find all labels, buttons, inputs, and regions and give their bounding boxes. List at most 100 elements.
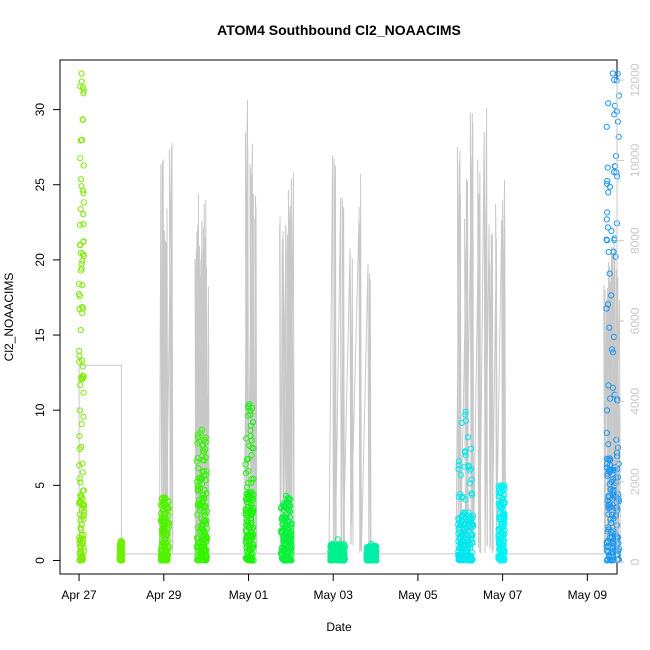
data-point xyxy=(455,462,462,469)
x-tick-label: Apr 27 xyxy=(61,588,97,602)
data-point xyxy=(76,511,83,518)
altitude-trace-flight-6 xyxy=(373,107,508,555)
data-point xyxy=(604,209,611,216)
data-point xyxy=(244,534,251,541)
data-point xyxy=(335,544,342,551)
x-tick-label: May 05 xyxy=(398,588,438,602)
data-point xyxy=(164,519,171,526)
data-point xyxy=(605,524,612,531)
data-point xyxy=(247,411,254,418)
data-point xyxy=(282,533,289,540)
data-point xyxy=(604,164,611,171)
data-point xyxy=(339,552,346,559)
data-point xyxy=(248,488,255,495)
data-point xyxy=(339,549,346,556)
data-point xyxy=(202,538,209,546)
series-flight-may01 xyxy=(242,401,257,564)
data-point xyxy=(250,544,257,551)
data-point xyxy=(76,462,83,469)
data-point xyxy=(247,556,254,563)
data-point xyxy=(200,521,207,529)
data-point xyxy=(165,545,172,552)
data-point xyxy=(202,552,209,559)
data-point xyxy=(459,544,466,551)
data-point xyxy=(160,527,167,534)
data-point xyxy=(250,542,257,549)
data-point xyxy=(247,407,254,414)
data-point xyxy=(500,541,507,548)
data-point xyxy=(194,502,201,509)
data-point xyxy=(200,533,207,540)
data-point xyxy=(464,434,471,441)
data-point xyxy=(80,487,87,494)
data-point xyxy=(496,490,504,497)
data-point xyxy=(245,467,252,475)
data-point xyxy=(79,282,86,289)
data-point xyxy=(196,555,203,563)
data-point xyxy=(468,476,475,483)
data-point xyxy=(79,357,86,364)
data-point xyxy=(615,460,622,467)
y2-tick-label: 4000 xyxy=(628,388,642,415)
data-point xyxy=(248,452,255,459)
data-point xyxy=(329,540,336,548)
data-point xyxy=(80,413,87,420)
data-point xyxy=(194,483,201,490)
data-point xyxy=(613,169,620,176)
data-point xyxy=(158,516,165,523)
data-point xyxy=(196,438,203,445)
data-point xyxy=(608,528,615,536)
data-point xyxy=(196,496,203,503)
chart-title: ATOM4 Southbound Cl2_NOAACIMS xyxy=(217,22,461,38)
data-point xyxy=(605,548,612,555)
data-point xyxy=(604,224,612,231)
data-point xyxy=(159,513,166,520)
altitude-trace-flight-1 xyxy=(121,143,174,555)
data-point xyxy=(79,469,86,476)
data-point xyxy=(76,352,83,359)
data-point xyxy=(245,455,252,462)
data-point xyxy=(605,382,612,389)
data-point xyxy=(245,496,253,503)
data-point xyxy=(608,478,615,485)
data-point xyxy=(160,523,167,530)
data-point xyxy=(496,532,503,540)
data-point xyxy=(612,504,619,512)
y-tick-label: 15 xyxy=(33,328,47,342)
data-points-layer xyxy=(76,70,623,564)
data-point xyxy=(77,553,84,560)
data-point xyxy=(607,516,614,523)
data-point xyxy=(250,524,257,531)
data-point xyxy=(119,550,126,557)
x-tick-label: May 07 xyxy=(483,588,523,602)
series-flight-apr30 xyxy=(193,426,210,564)
data-point xyxy=(76,281,83,288)
data-point xyxy=(613,436,620,443)
data-point xyxy=(611,102,619,109)
data-point xyxy=(80,162,87,169)
data-point xyxy=(459,493,466,501)
y2-tick-label: 10000 xyxy=(628,143,642,177)
data-point xyxy=(159,543,166,550)
x-tick-label: May 03 xyxy=(314,588,354,602)
data-point xyxy=(246,442,253,449)
data-point xyxy=(467,557,474,564)
data-point xyxy=(77,327,84,334)
data-point xyxy=(608,346,616,353)
data-point xyxy=(249,535,256,542)
data-point xyxy=(249,545,256,552)
data-point xyxy=(604,301,612,308)
data-point xyxy=(80,544,87,551)
series-flight-may07 xyxy=(495,482,508,564)
data-point xyxy=(80,199,87,206)
y-tick-label: 25 xyxy=(33,178,47,192)
data-point-max xyxy=(609,70,616,77)
data-point xyxy=(78,136,86,144)
data-point xyxy=(615,92,623,99)
data-point xyxy=(80,511,87,519)
data-point xyxy=(615,133,622,140)
data-point xyxy=(605,492,612,499)
data-point xyxy=(201,512,208,519)
data-point xyxy=(248,525,255,532)
data-point xyxy=(248,514,255,521)
